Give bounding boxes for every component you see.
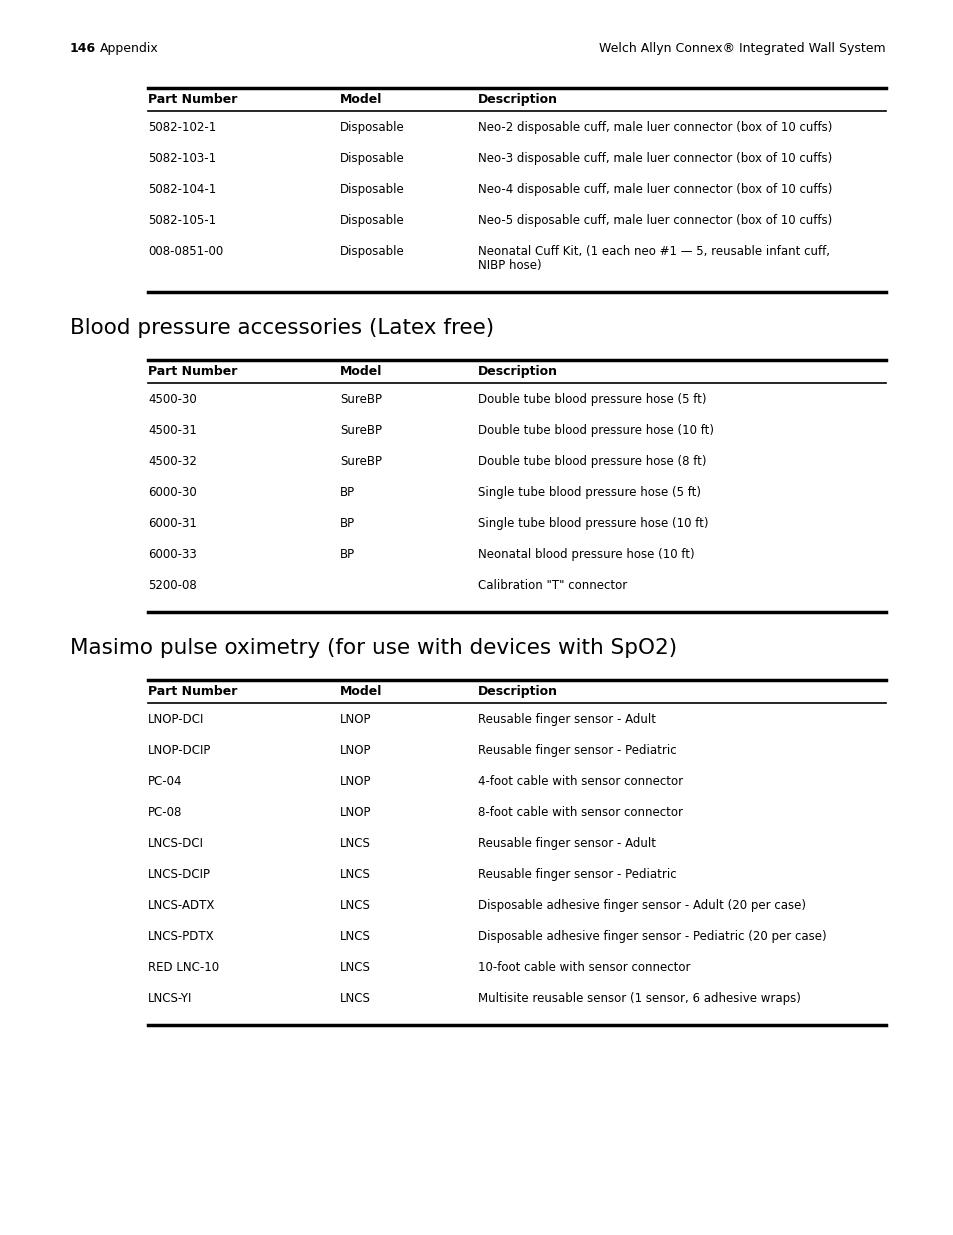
Text: 5200-08: 5200-08 xyxy=(148,579,196,592)
Text: LNOP: LNOP xyxy=(339,806,371,819)
Text: LNCS: LNCS xyxy=(339,992,371,1005)
Text: Neo-4 disposable cuff, male luer connector (box of 10 cuffs): Neo-4 disposable cuff, male luer connect… xyxy=(477,183,832,196)
Text: 6000-31: 6000-31 xyxy=(148,517,196,530)
Text: LNOP-DCIP: LNOP-DCIP xyxy=(148,743,212,757)
Text: Reusable finger sensor - Adult: Reusable finger sensor - Adult xyxy=(477,837,656,850)
Text: Disposable: Disposable xyxy=(339,121,404,135)
Text: LNCS-ADTX: LNCS-ADTX xyxy=(148,899,215,911)
Text: NIBP hose): NIBP hose) xyxy=(477,259,541,272)
Text: Reusable finger sensor - Pediatric: Reusable finger sensor - Pediatric xyxy=(477,868,676,881)
Text: 6000-30: 6000-30 xyxy=(148,487,196,499)
Text: PC-08: PC-08 xyxy=(148,806,182,819)
Text: BP: BP xyxy=(339,517,355,530)
Text: Model: Model xyxy=(339,685,382,698)
Text: LNCS: LNCS xyxy=(339,837,371,850)
Text: BP: BP xyxy=(339,487,355,499)
Text: 5082-104-1: 5082-104-1 xyxy=(148,183,216,196)
Text: Disposable adhesive finger sensor - Adult (20 per case): Disposable adhesive finger sensor - Adul… xyxy=(477,899,805,911)
Text: 146: 146 xyxy=(70,42,96,56)
Text: 4500-30: 4500-30 xyxy=(148,393,196,406)
Text: Disposable: Disposable xyxy=(339,152,404,165)
Text: LNCS: LNCS xyxy=(339,868,371,881)
Text: Neonatal Cuff Kit, (1 each neo #1 — 5, reusable infant cuff,: Neonatal Cuff Kit, (1 each neo #1 — 5, r… xyxy=(477,245,829,258)
Text: Double tube blood pressure hose (5 ft): Double tube blood pressure hose (5 ft) xyxy=(477,393,706,406)
Text: Disposable: Disposable xyxy=(339,245,404,258)
Text: Description: Description xyxy=(477,366,558,378)
Text: Description: Description xyxy=(477,685,558,698)
Text: LNCS: LNCS xyxy=(339,961,371,974)
Text: Neo-3 disposable cuff, male luer connector (box of 10 cuffs): Neo-3 disposable cuff, male luer connect… xyxy=(477,152,831,165)
Text: Masimo pulse oximetry (for use with devices with SpO2): Masimo pulse oximetry (for use with devi… xyxy=(70,638,677,658)
Text: Part Number: Part Number xyxy=(148,685,237,698)
Text: 4-foot cable with sensor connector: 4-foot cable with sensor connector xyxy=(477,776,682,788)
Text: 10-foot cable with sensor connector: 10-foot cable with sensor connector xyxy=(477,961,690,974)
Text: Disposable: Disposable xyxy=(339,183,404,196)
Text: LNCS: LNCS xyxy=(339,899,371,911)
Text: 008-0851-00: 008-0851-00 xyxy=(148,245,223,258)
Text: LNCS-YI: LNCS-YI xyxy=(148,992,193,1005)
Text: Neonatal blood pressure hose (10 ft): Neonatal blood pressure hose (10 ft) xyxy=(477,548,694,561)
Text: RED LNC-10: RED LNC-10 xyxy=(148,961,219,974)
Text: Blood pressure accessories (Latex free): Blood pressure accessories (Latex free) xyxy=(70,317,494,338)
Text: Single tube blood pressure hose (10 ft): Single tube blood pressure hose (10 ft) xyxy=(477,517,708,530)
Text: Description: Description xyxy=(477,93,558,106)
Text: Disposable: Disposable xyxy=(339,214,404,227)
Text: Reusable finger sensor - Adult: Reusable finger sensor - Adult xyxy=(477,713,656,726)
Text: 5082-102-1: 5082-102-1 xyxy=(148,121,216,135)
Text: LNOP-DCI: LNOP-DCI xyxy=(148,713,204,726)
Text: 5082-105-1: 5082-105-1 xyxy=(148,214,216,227)
Text: 4500-31: 4500-31 xyxy=(148,424,196,437)
Text: LNCS-DCIP: LNCS-DCIP xyxy=(148,868,211,881)
Text: Welch Allyn Connex® Integrated Wall System: Welch Allyn Connex® Integrated Wall Syst… xyxy=(598,42,885,56)
Text: 4500-32: 4500-32 xyxy=(148,454,196,468)
Text: SureBP: SureBP xyxy=(339,393,381,406)
Text: Model: Model xyxy=(339,93,382,106)
Text: Calibration "T" connector: Calibration "T" connector xyxy=(477,579,626,592)
Text: Multisite reusable sensor (1 sensor, 6 adhesive wraps): Multisite reusable sensor (1 sensor, 6 a… xyxy=(477,992,800,1005)
Text: LNOP: LNOP xyxy=(339,713,371,726)
Text: 8-foot cable with sensor connector: 8-foot cable with sensor connector xyxy=(477,806,682,819)
Text: 6000-33: 6000-33 xyxy=(148,548,196,561)
Text: SureBP: SureBP xyxy=(339,454,381,468)
Text: LNCS: LNCS xyxy=(339,930,371,944)
Text: Part Number: Part Number xyxy=(148,366,237,378)
Text: LNOP: LNOP xyxy=(339,743,371,757)
Text: Model: Model xyxy=(339,366,382,378)
Text: Disposable adhesive finger sensor - Pediatric (20 per case): Disposable adhesive finger sensor - Pedi… xyxy=(477,930,825,944)
Text: 5082-103-1: 5082-103-1 xyxy=(148,152,216,165)
Text: Neo-2 disposable cuff, male luer connector (box of 10 cuffs): Neo-2 disposable cuff, male luer connect… xyxy=(477,121,832,135)
Text: Reusable finger sensor - Pediatric: Reusable finger sensor - Pediatric xyxy=(477,743,676,757)
Text: Double tube blood pressure hose (10 ft): Double tube blood pressure hose (10 ft) xyxy=(477,424,713,437)
Text: Part Number: Part Number xyxy=(148,93,237,106)
Text: LNOP: LNOP xyxy=(339,776,371,788)
Text: SureBP: SureBP xyxy=(339,424,381,437)
Text: Single tube blood pressure hose (5 ft): Single tube blood pressure hose (5 ft) xyxy=(477,487,700,499)
Text: LNCS-DCI: LNCS-DCI xyxy=(148,837,204,850)
Text: Neo-5 disposable cuff, male luer connector (box of 10 cuffs): Neo-5 disposable cuff, male luer connect… xyxy=(477,214,831,227)
Text: BP: BP xyxy=(339,548,355,561)
Text: LNCS-PDTX: LNCS-PDTX xyxy=(148,930,214,944)
Text: PC-04: PC-04 xyxy=(148,776,182,788)
Text: Double tube blood pressure hose (8 ft): Double tube blood pressure hose (8 ft) xyxy=(477,454,706,468)
Text: Appendix: Appendix xyxy=(100,42,158,56)
